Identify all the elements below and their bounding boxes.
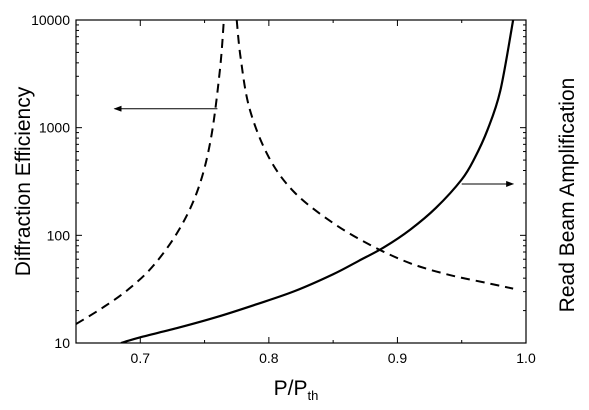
x-axis-title-subscript: th [308, 388, 319, 403]
y-tick-label: 1000 [39, 120, 70, 136]
x-axis-title: P/Pth [274, 377, 319, 403]
x-tick-label: 0.7 [131, 350, 151, 366]
x-tick-label: 1.0 [516, 350, 536, 366]
tick-layer: 0.7 0.8 0.9 1.0 10 100 1000 10000 [31, 12, 536, 366]
series-layer [76, 20, 515, 343]
x-axis-title-main: P/P [274, 377, 308, 400]
series-dashed-branch-2 [235, 20, 514, 290]
annotation-layer [113, 105, 515, 187]
x-tick-label: 0.8 [259, 350, 279, 366]
y-tick-label: 10000 [31, 12, 70, 28]
series-dashed-branch-1 [76, 20, 225, 325]
series-solid-line [120, 20, 515, 343]
y2-axis-title: Read Beam Amplification [556, 78, 579, 313]
y-tick-label: 100 [47, 227, 71, 243]
x-tick-label: 0.9 [388, 350, 408, 366]
y-tick-label: 10 [54, 335, 70, 351]
y-axis-title: Diffraction Efficiency [12, 86, 35, 276]
plot-frame [75, 19, 527, 344]
